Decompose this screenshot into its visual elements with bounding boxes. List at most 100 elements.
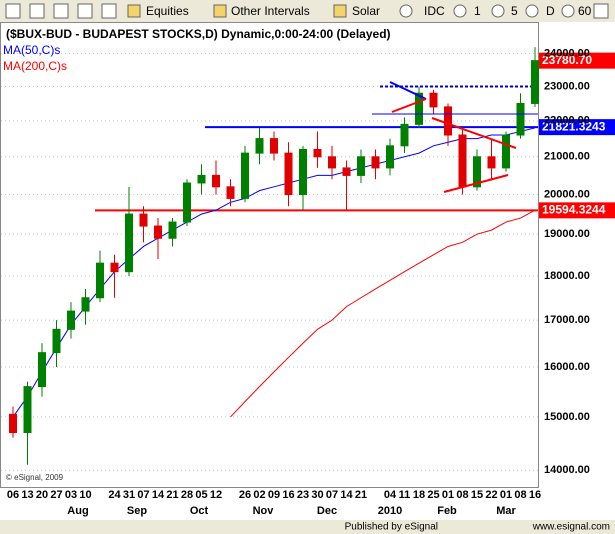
plot: 21821.3243 19594.3244 23780.70 bbox=[1, 47, 615, 471]
x-tick-label: 08 bbox=[456, 489, 468, 501]
icon[interactable] bbox=[101, 3, 117, 19]
candle-body bbox=[110, 262, 119, 273]
icon[interactable] bbox=[399, 4, 413, 18]
candle-body bbox=[299, 148, 307, 196]
candle-body bbox=[357, 156, 365, 176]
candle-body bbox=[400, 123, 409, 147]
candle-body bbox=[328, 156, 336, 169]
x-tick-label: 16 bbox=[529, 489, 541, 501]
x-tick-label: 14 bbox=[340, 489, 353, 501]
candle-body bbox=[96, 262, 104, 299]
y-tick-label: 18000.00 bbox=[544, 270, 590, 282]
level-label: 21821.3243 bbox=[542, 119, 606, 133]
candle-body bbox=[9, 413, 17, 434]
icon[interactable] bbox=[491, 4, 505, 18]
x-tick-label: 26 bbox=[239, 489, 251, 501]
x-tick-label: 27 bbox=[50, 489, 62, 501]
x-tick-label: 24 bbox=[108, 489, 121, 501]
candle-body bbox=[371, 156, 380, 169]
x-tick-label: 06 bbox=[7, 489, 19, 501]
icon[interactable] bbox=[333, 4, 347, 18]
legend-entry: MA(50,C)s bbox=[3, 43, 60, 57]
footer-link[interactable]: www.esignal.com bbox=[532, 522, 610, 533]
toolbar-item[interactable]: 60 bbox=[578, 4, 592, 18]
footer-text: Published by eSignal bbox=[345, 522, 438, 533]
candle-body bbox=[168, 221, 177, 239]
last-price-box bbox=[539, 52, 615, 69]
x-tick-label: 02 bbox=[253, 489, 265, 501]
icon[interactable] bbox=[77, 3, 93, 19]
legend-entry: MA(200,C)s bbox=[3, 59, 67, 73]
x-tick-label: 10 bbox=[79, 489, 91, 501]
candle-body bbox=[212, 174, 220, 188]
month-label: Dec bbox=[317, 505, 337, 517]
candle-body bbox=[342, 167, 351, 176]
icon[interactable] bbox=[593, 3, 609, 19]
toolbar-item[interactable]: Solar bbox=[352, 4, 380, 18]
x-tick-label: 14 bbox=[152, 489, 165, 501]
y-tick-label: 19000.00 bbox=[544, 228, 590, 240]
icon[interactable] bbox=[561, 4, 575, 18]
toolbar-item[interactable]: IDC bbox=[424, 4, 445, 18]
candle-body bbox=[197, 174, 206, 184]
candle-body bbox=[487, 156, 496, 169]
y-tick-label: 24000.00 bbox=[544, 47, 590, 59]
candle-body bbox=[154, 225, 162, 239]
x-tick-label: 20 bbox=[36, 489, 48, 501]
x-tick-label: 05 bbox=[195, 489, 207, 501]
candle-body bbox=[139, 213, 148, 227]
toolbar-item[interactable]: D bbox=[546, 4, 555, 18]
trendline bbox=[391, 98, 427, 113]
icon[interactable] bbox=[53, 3, 69, 19]
toolbar-item[interactable]: 1 bbox=[474, 4, 481, 18]
x-tick-label: 23 bbox=[297, 489, 309, 501]
candle-body bbox=[23, 386, 32, 434]
trendline bbox=[443, 174, 509, 193]
x-tick-label: 25 bbox=[427, 489, 439, 501]
month-label: Feb bbox=[437, 505, 457, 517]
icon[interactable] bbox=[29, 3, 45, 19]
month-label: Nov bbox=[253, 505, 275, 517]
candle-body bbox=[183, 182, 191, 223]
x-tick-label: 28 bbox=[181, 489, 193, 501]
y-tick-label: 15000.00 bbox=[544, 411, 590, 423]
icon[interactable] bbox=[525, 4, 539, 18]
x-tick-label: 11 bbox=[399, 489, 411, 501]
x-tick-label: 01 bbox=[500, 489, 512, 501]
trendlines bbox=[372, 81, 538, 193]
month-label: Mar bbox=[496, 505, 516, 517]
candle-body bbox=[313, 148, 322, 158]
ma-line bbox=[230, 209, 536, 418]
candle-body bbox=[67, 310, 75, 330]
x-tick-label: 18 bbox=[413, 489, 425, 501]
icon[interactable] bbox=[213, 4, 227, 18]
toolbar-item[interactable]: Equities bbox=[146, 4, 189, 18]
x-tick-label: 22 bbox=[485, 489, 497, 501]
copyright: © eSignal, 2009 bbox=[6, 473, 64, 482]
toolbar-item[interactable]: 5 bbox=[511, 4, 518, 18]
x-tick-label: 01 bbox=[442, 489, 454, 501]
x-tick-label: 12 bbox=[210, 489, 222, 501]
candle-body bbox=[502, 134, 510, 169]
icon[interactable] bbox=[5, 3, 21, 19]
toolbar-icons bbox=[5, 3, 609, 19]
x-tick-label: 13 bbox=[21, 489, 33, 501]
last-price-label: 23780.70 bbox=[542, 53, 592, 67]
x-tick-label: 16 bbox=[282, 489, 294, 501]
candle-body bbox=[516, 102, 525, 136]
candle-body bbox=[270, 138, 278, 154]
x-tick-label: 07 bbox=[326, 489, 338, 501]
y-tick-label: 17000.00 bbox=[544, 314, 590, 326]
x-tick-label: 07 bbox=[137, 489, 149, 501]
candle-body bbox=[458, 134, 467, 188]
x-tick-label: 08 bbox=[514, 489, 526, 501]
toolbar-item[interactable]: Other Intervals bbox=[231, 4, 310, 18]
candle-body bbox=[415, 92, 423, 125]
x-tick-label: 21 bbox=[355, 489, 367, 501]
y-tick-label: 16000.00 bbox=[544, 361, 590, 373]
icon[interactable] bbox=[127, 4, 141, 18]
candle-body bbox=[81, 297, 90, 312]
candle-body bbox=[284, 152, 293, 196]
icon[interactable] bbox=[453, 4, 467, 18]
